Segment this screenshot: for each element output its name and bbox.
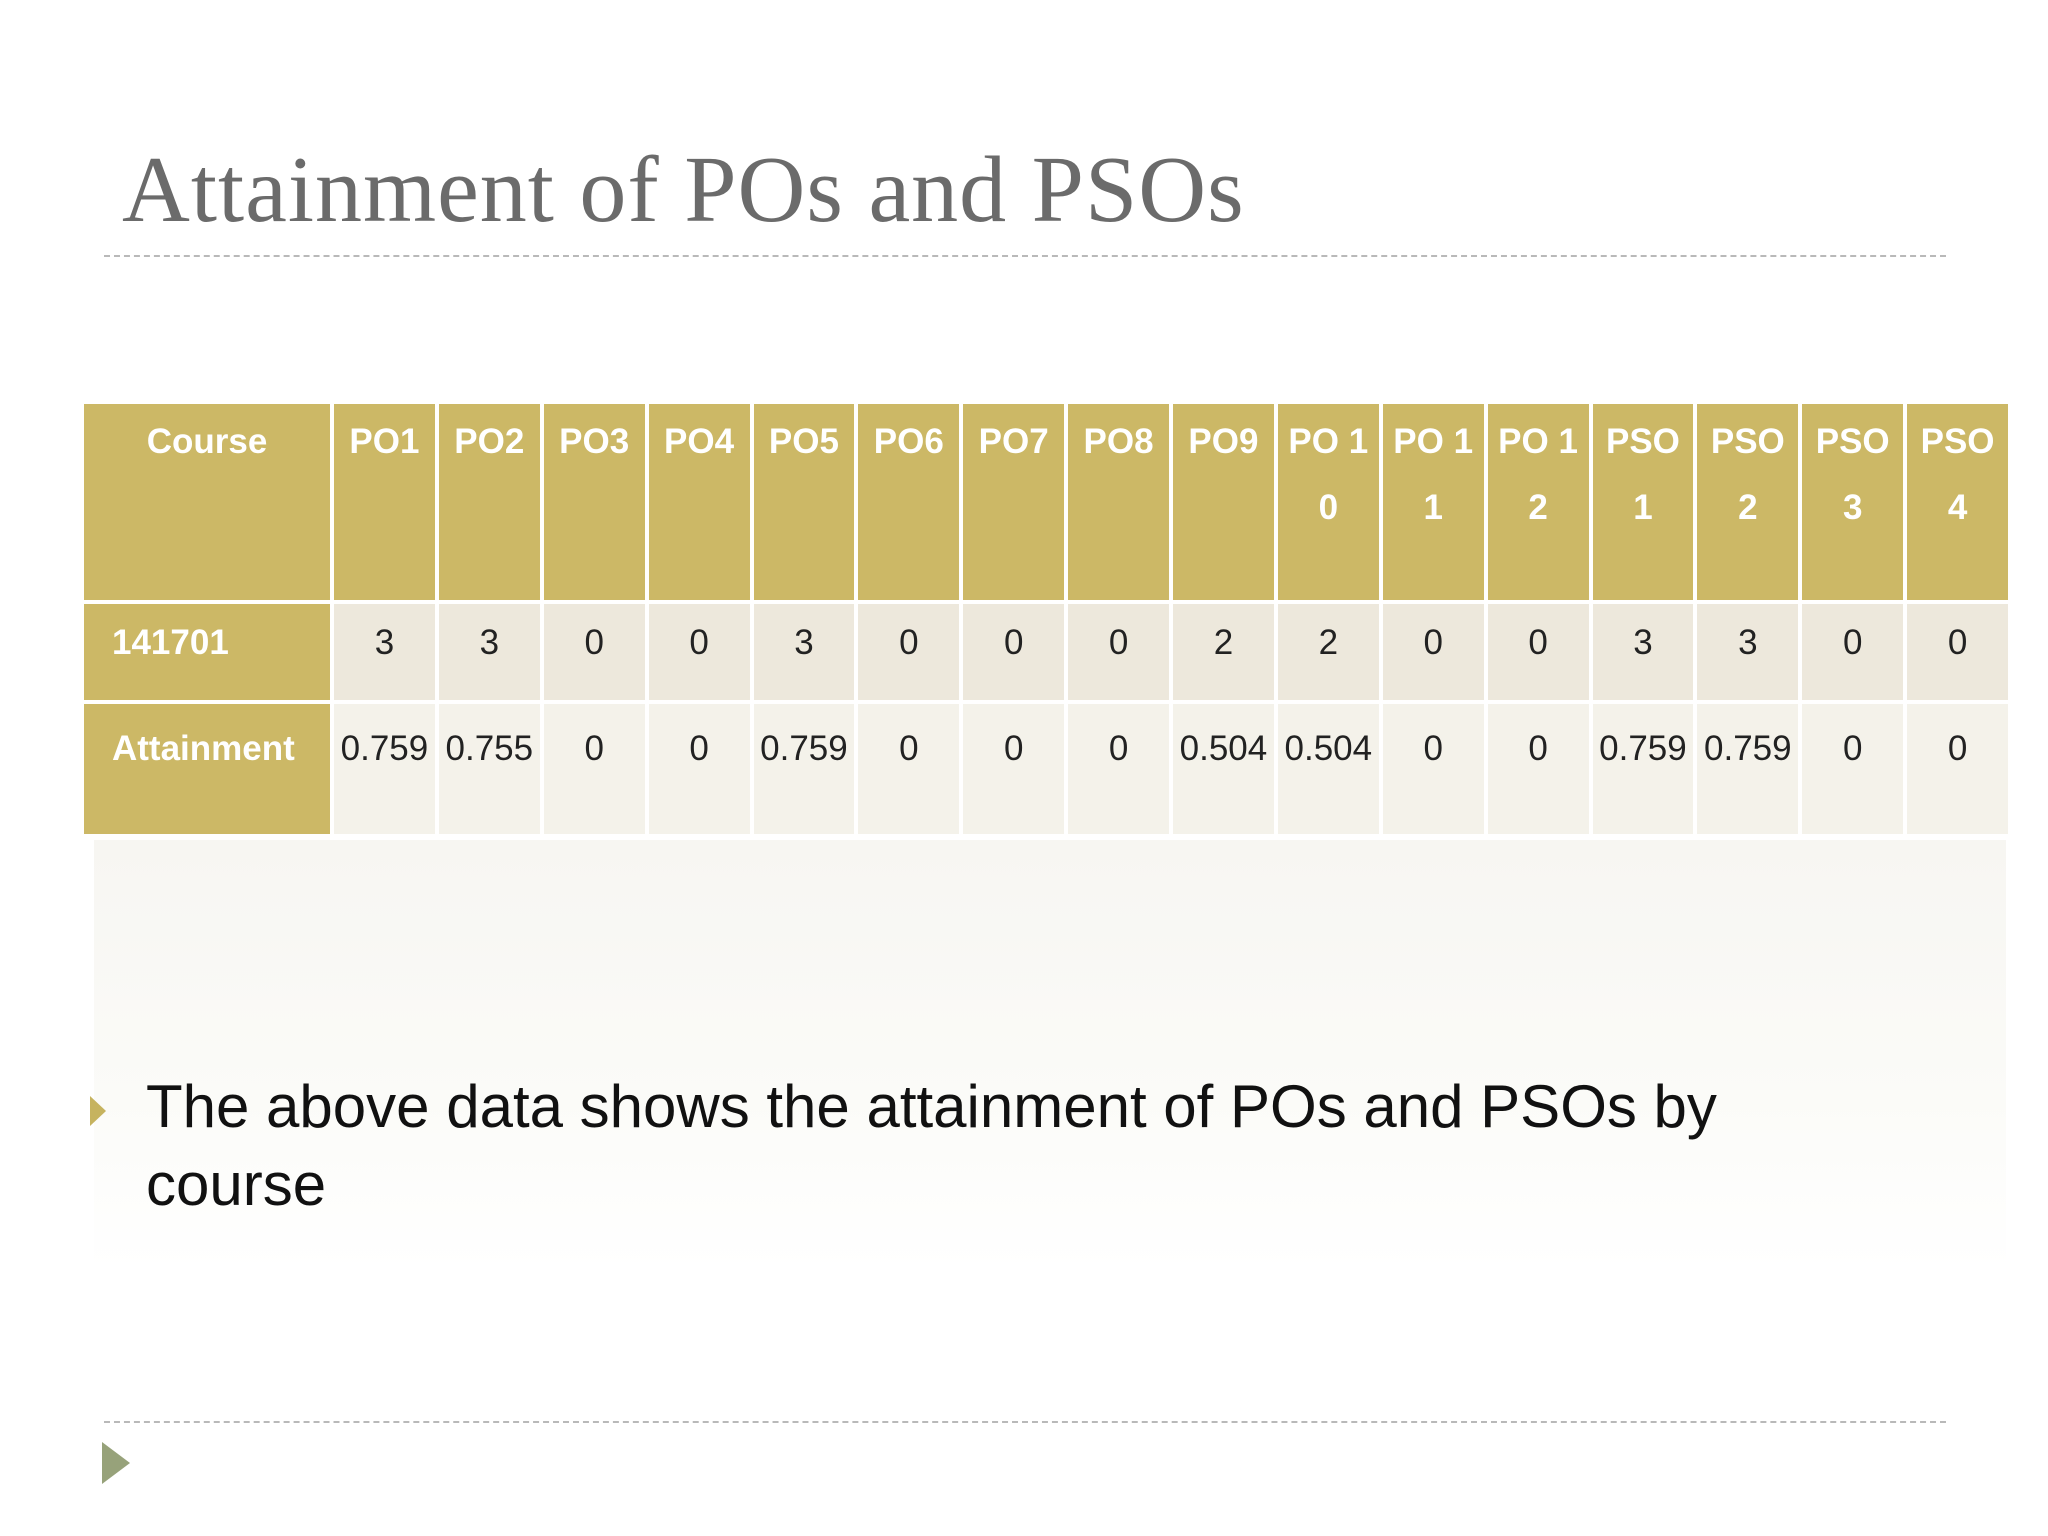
table-cell: 3 [434, 600, 544, 704]
column-header: PO6 [854, 400, 964, 604]
bullet-text: The above data shows the attainment of P… [146, 1073, 1717, 1218]
content-panel [94, 840, 2006, 1270]
table-cell: 0 [1483, 700, 1593, 838]
column-header: PO 12 [1483, 400, 1593, 604]
table-cell: 0 [644, 700, 754, 838]
title-divider [104, 255, 1946, 257]
column-header: PSO 1 [1588, 400, 1698, 604]
table-cell: 0.504 [1169, 700, 1278, 838]
column-header: PO2 [434, 400, 544, 604]
table-cell: 0.504 [1273, 700, 1383, 838]
table-cell: 0 [1903, 700, 2012, 838]
triangle-bullet-icon [90, 1096, 106, 1126]
table-cell: 0 [539, 600, 649, 704]
attainment-table: Course PO1 PO2 PO3 PO4 PO5 PO6 PO7 PO8 P… [80, 400, 2012, 838]
column-header: PO 10 [1273, 400, 1383, 604]
column-header: PO4 [644, 400, 754, 604]
table-cell: 0 [1798, 600, 1908, 704]
table-header-row: Course PO1 PO2 PO3 PO4 PO5 PO6 PO7 PO8 P… [80, 400, 2012, 604]
table-row: Attainment 0.759 0.755 0 0 0.759 0 0 0 0… [80, 700, 2012, 838]
slide-title: Attainment of POs and PSOs [122, 138, 1245, 242]
table-cell: 0 [1378, 700, 1488, 838]
table-cell: 3 [1693, 600, 1803, 704]
column-header: PSO 2 [1693, 400, 1803, 604]
column-header: PO8 [1064, 400, 1173, 604]
column-header: PO 11 [1378, 400, 1488, 604]
column-header: PO1 [330, 400, 439, 604]
table-cell: 0 [1378, 600, 1488, 704]
table-cell: 0 [1064, 700, 1173, 838]
table-cell: 2 [1273, 600, 1383, 704]
table-cell: 0 [1903, 600, 2012, 704]
table-cell: 0 [1798, 700, 1908, 838]
column-header: PSO 4 [1903, 400, 2012, 604]
column-header: PO5 [749, 400, 859, 604]
column-header: PO9 [1169, 400, 1278, 604]
table-cell: 3 [330, 600, 439, 704]
table-cell: 3 [749, 600, 859, 704]
table-cell: 0.759 [1588, 700, 1698, 838]
footer-divider [104, 1421, 1946, 1423]
table-cell: 0 [854, 600, 964, 704]
table-row: 141701 3 3 0 0 3 0 0 0 2 2 0 0 3 3 0 0 [80, 600, 2012, 704]
corner-arrow-icon [102, 1442, 130, 1484]
column-header: PO3 [539, 400, 649, 604]
table-cell: 0 [539, 700, 649, 838]
column-header: PO7 [959, 400, 1069, 604]
table-cell: 0 [1483, 600, 1593, 704]
table-cell: 0 [959, 600, 1069, 704]
table-cell: 3 [1588, 600, 1698, 704]
table-cell: 2 [1169, 600, 1278, 704]
table-cell: 0.755 [434, 700, 544, 838]
row-header: 141701 [80, 600, 334, 704]
table-cell: 0 [854, 700, 964, 838]
column-header: PSO 3 [1798, 400, 1908, 604]
table-cell: 0 [644, 600, 754, 704]
column-header-course: Course [80, 400, 334, 604]
table-cell: 0 [959, 700, 1069, 838]
row-header: Attainment [80, 700, 334, 838]
table-cell: 0.759 [1693, 700, 1803, 838]
table-cell: 0.759 [749, 700, 859, 838]
table-cell: 0 [1064, 600, 1173, 704]
table-cell: 0.759 [330, 700, 439, 838]
